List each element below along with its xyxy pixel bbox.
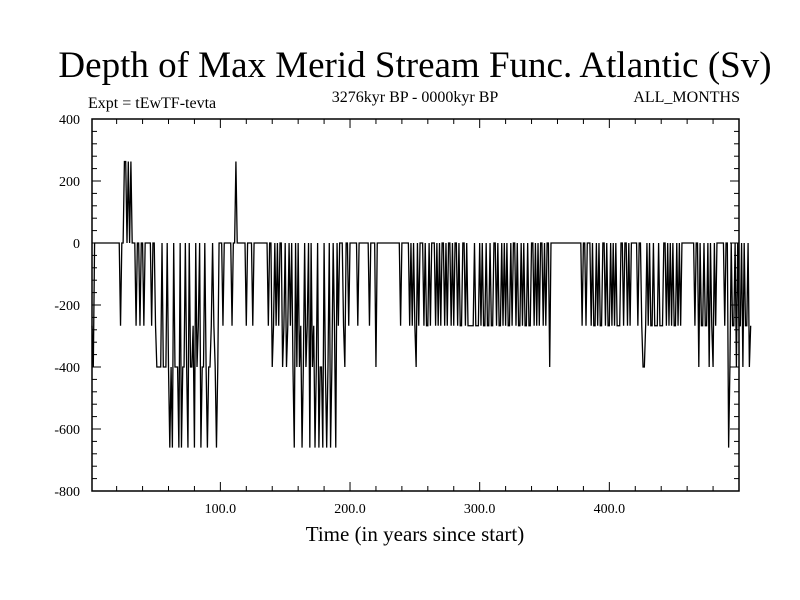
y-tick-label: 0 <box>73 237 80 252</box>
experiment-label: Expt = tEwTF-tevta <box>88 95 217 112</box>
series-layer <box>91 160 752 448</box>
y-tick-label: -400 <box>54 361 80 376</box>
y-tick-label: 400 <box>59 113 80 128</box>
x-tick-label: 100.0 <box>205 502 237 517</box>
y-tick-label: -800 <box>54 485 80 500</box>
x-axis-label: Time (in years since start) <box>305 522 525 546</box>
series-line-0 <box>91 160 752 448</box>
months-label: ALL_MONTHS <box>633 89 740 106</box>
chart-title: Depth of Max Merid Stream Func. Atlantic… <box>58 45 772 86</box>
x-tick-label: 200.0 <box>334 502 366 517</box>
y-tick-label: 200 <box>59 175 80 190</box>
x-tick-label: 400.0 <box>594 502 626 517</box>
y-tick-label: -200 <box>54 299 80 314</box>
y-tick-label: -600 <box>54 423 80 438</box>
ticks-layer: 400 200 0 -200 -400 -600 -800 100.0 200.0 300.0 40… <box>54 113 740 517</box>
x-tick-label: 300.0 <box>464 502 496 517</box>
time-range-label: 3276kyr BP - 0000kyr BP <box>331 89 499 106</box>
